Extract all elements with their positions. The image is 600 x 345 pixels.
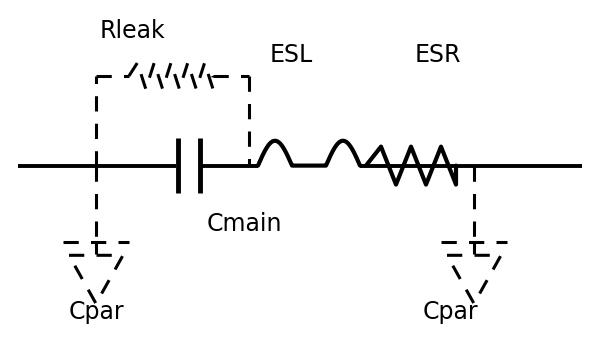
Text: Cpar: Cpar	[69, 300, 125, 324]
Text: Cpar: Cpar	[423, 300, 479, 324]
Text: ESL: ESL	[269, 43, 313, 67]
Text: Rleak: Rleak	[99, 19, 165, 43]
Text: ESR: ESR	[415, 43, 461, 67]
Text: Cmain: Cmain	[207, 212, 283, 236]
